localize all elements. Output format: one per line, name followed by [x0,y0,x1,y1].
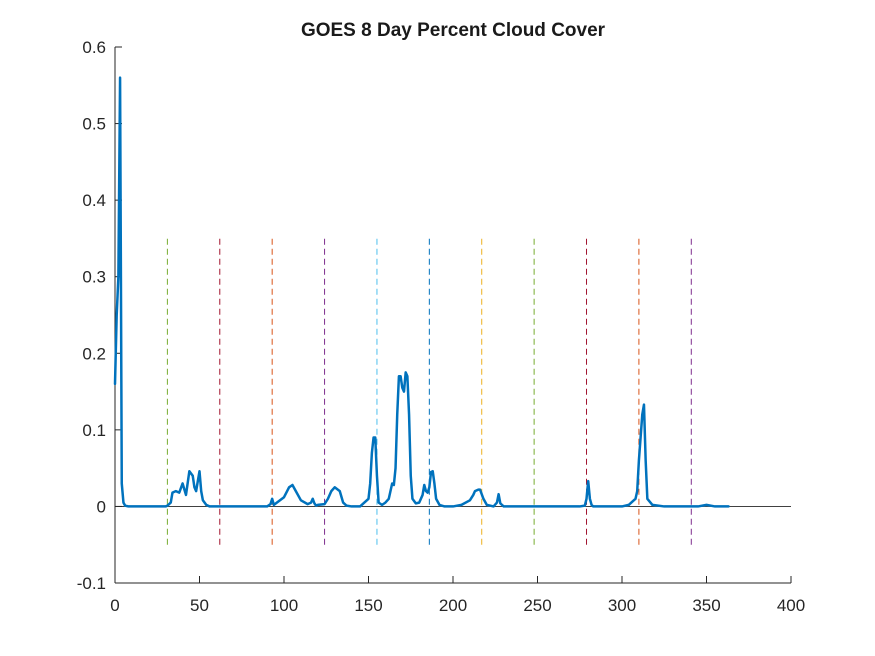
y-axis-ticks: -0.1 0 0.1 0.2 0.3 0.4 0.5 0.6 [77,38,122,593]
y-tick-label: 0.1 [82,421,106,440]
x-tick-label: 350 [692,596,720,615]
x-axis-ticks: 0 50 100 150 200 250 300 350 400 [110,576,805,615]
y-tick-label: 0.6 [82,38,106,57]
y-tick-label: 0.5 [82,115,106,134]
x-tick-label: 400 [777,596,805,615]
y-tick-label: 0 [97,497,106,516]
series-line-1 [113,76,730,508]
vertical-marker-lines [166,238,692,545]
x-tick-label: 300 [608,596,636,615]
x-tick-label: 250 [523,596,551,615]
x-tick-label: 0 [110,596,119,615]
series-group [113,76,730,508]
y-tick-label: 0.4 [82,191,106,210]
y-tick-label: 0.3 [82,268,106,287]
chart-title: GOES 8 Day Percent Cloud Cover [300,20,606,41]
x-tick-label: 150 [354,596,382,615]
x-tick-label: 100 [270,596,298,615]
x-tick-label: 200 [439,596,467,615]
axes [114,47,791,584]
y-tick-label: 0.2 [82,344,106,363]
x-tick-label: 50 [190,596,209,615]
y-tick-label: -0.1 [77,574,106,593]
